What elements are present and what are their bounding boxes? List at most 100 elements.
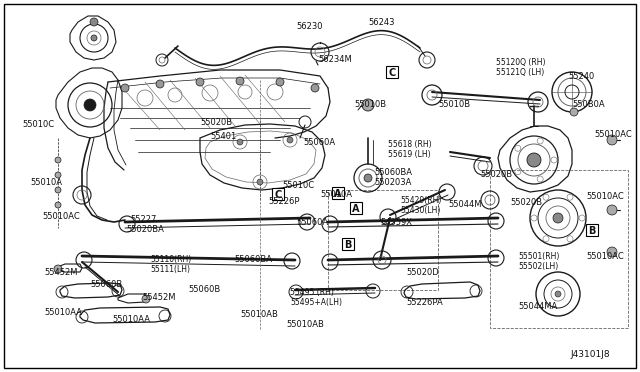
Text: 55060BA: 55060BA (234, 255, 272, 264)
Text: 55495+A(LH): 55495+A(LH) (290, 298, 342, 307)
Text: 55618 (RH): 55618 (RH) (388, 140, 431, 149)
Text: 55060BA: 55060BA (374, 168, 412, 177)
Circle shape (55, 172, 61, 178)
Circle shape (91, 35, 97, 41)
Circle shape (531, 215, 537, 221)
Bar (350, 202, 362, 214)
Text: 55060B: 55060B (90, 280, 122, 289)
Circle shape (196, 78, 204, 86)
Circle shape (567, 236, 573, 242)
Circle shape (121, 84, 129, 92)
Text: 55226P: 55226P (268, 197, 300, 206)
Text: 55010AC: 55010AC (42, 212, 80, 221)
Text: 550203A: 550203A (374, 178, 412, 187)
Circle shape (55, 157, 61, 163)
Text: 55010B: 55010B (354, 100, 386, 109)
Circle shape (607, 205, 617, 215)
Text: 55429(RH): 55429(RH) (400, 196, 442, 205)
Text: 55010C: 55010C (282, 181, 314, 190)
Text: 55227: 55227 (130, 215, 156, 224)
Text: 56230: 56230 (296, 22, 323, 31)
Circle shape (142, 295, 150, 303)
Text: 55020B: 55020B (200, 118, 232, 127)
Text: 55010AA: 55010AA (112, 315, 150, 324)
Text: 55010A: 55010A (320, 190, 352, 199)
Text: 55020D: 55020D (406, 268, 439, 277)
Text: C: C (275, 190, 282, 200)
Text: 55010C: 55010C (22, 120, 54, 129)
Text: 55010AA: 55010AA (44, 308, 82, 317)
Text: 55020BA: 55020BA (126, 225, 164, 234)
Text: 55120Q (RH): 55120Q (RH) (496, 58, 545, 67)
Text: 55619 (LH): 55619 (LH) (388, 150, 431, 159)
Text: 55110(RH): 55110(RH) (150, 255, 191, 264)
Text: B: B (588, 226, 596, 236)
Circle shape (55, 202, 61, 208)
Text: 56243: 56243 (368, 18, 394, 27)
Text: 55495 (RH): 55495 (RH) (290, 288, 334, 297)
Bar (328, 190, 438, 290)
Text: 55430(LH): 55430(LH) (400, 206, 440, 215)
Text: 55060B: 55060B (188, 285, 220, 294)
Text: A: A (352, 204, 360, 214)
Text: 56234M: 56234M (318, 55, 352, 64)
Text: 55010AC: 55010AC (594, 130, 632, 139)
Circle shape (553, 213, 563, 223)
Text: 55452M: 55452M (142, 293, 175, 302)
Text: 55240: 55240 (568, 72, 595, 81)
Text: 55060A: 55060A (296, 218, 328, 227)
Text: 55020B: 55020B (480, 170, 512, 179)
Text: 55401: 55401 (210, 132, 236, 141)
Text: 55060A: 55060A (303, 138, 335, 147)
Circle shape (237, 139, 243, 145)
Text: 54559X: 54559X (380, 218, 412, 227)
Circle shape (579, 215, 585, 221)
Text: 55010B: 55010B (438, 100, 470, 109)
Text: J43101J8: J43101J8 (570, 350, 610, 359)
Text: 55502(LH): 55502(LH) (518, 262, 558, 271)
Circle shape (84, 99, 96, 111)
Circle shape (543, 194, 549, 200)
Text: 55044M: 55044M (448, 200, 481, 209)
Bar (332, 187, 344, 199)
Text: 55501(RH): 55501(RH) (518, 252, 559, 261)
Circle shape (543, 236, 549, 242)
Text: 55020B: 55020B (510, 198, 542, 207)
Text: 55111(LH): 55111(LH) (150, 265, 190, 274)
Bar (342, 238, 354, 250)
Text: A: A (334, 189, 342, 199)
Circle shape (570, 108, 578, 116)
Text: 55010AC: 55010AC (586, 192, 624, 201)
Text: 55226PA: 55226PA (406, 298, 443, 307)
Circle shape (607, 247, 617, 257)
Bar (386, 66, 398, 78)
Circle shape (527, 153, 541, 167)
Bar (490, 170, 628, 328)
Bar (272, 188, 284, 200)
Text: 55010AB: 55010AB (286, 320, 324, 329)
Circle shape (156, 80, 164, 88)
Text: C: C (388, 68, 396, 78)
Text: 550B0A: 550B0A (572, 100, 605, 109)
Text: 55010A: 55010A (30, 178, 62, 187)
Circle shape (276, 78, 284, 86)
Bar (586, 224, 598, 236)
Text: 55010AB: 55010AB (240, 310, 278, 319)
Circle shape (607, 135, 617, 145)
Circle shape (555, 291, 561, 297)
Text: 55010AC: 55010AC (586, 252, 624, 261)
Circle shape (54, 265, 62, 273)
Circle shape (311, 84, 319, 92)
Text: 55121Q (LH): 55121Q (LH) (496, 68, 544, 77)
Circle shape (364, 174, 372, 182)
Text: B: B (344, 240, 352, 250)
Text: 55044MA: 55044MA (518, 302, 557, 311)
Circle shape (362, 99, 374, 111)
Circle shape (257, 179, 263, 185)
Circle shape (567, 194, 573, 200)
Circle shape (287, 137, 293, 143)
Text: 55452M: 55452M (44, 268, 77, 277)
Circle shape (236, 77, 244, 85)
Circle shape (55, 187, 61, 193)
Circle shape (90, 18, 98, 26)
